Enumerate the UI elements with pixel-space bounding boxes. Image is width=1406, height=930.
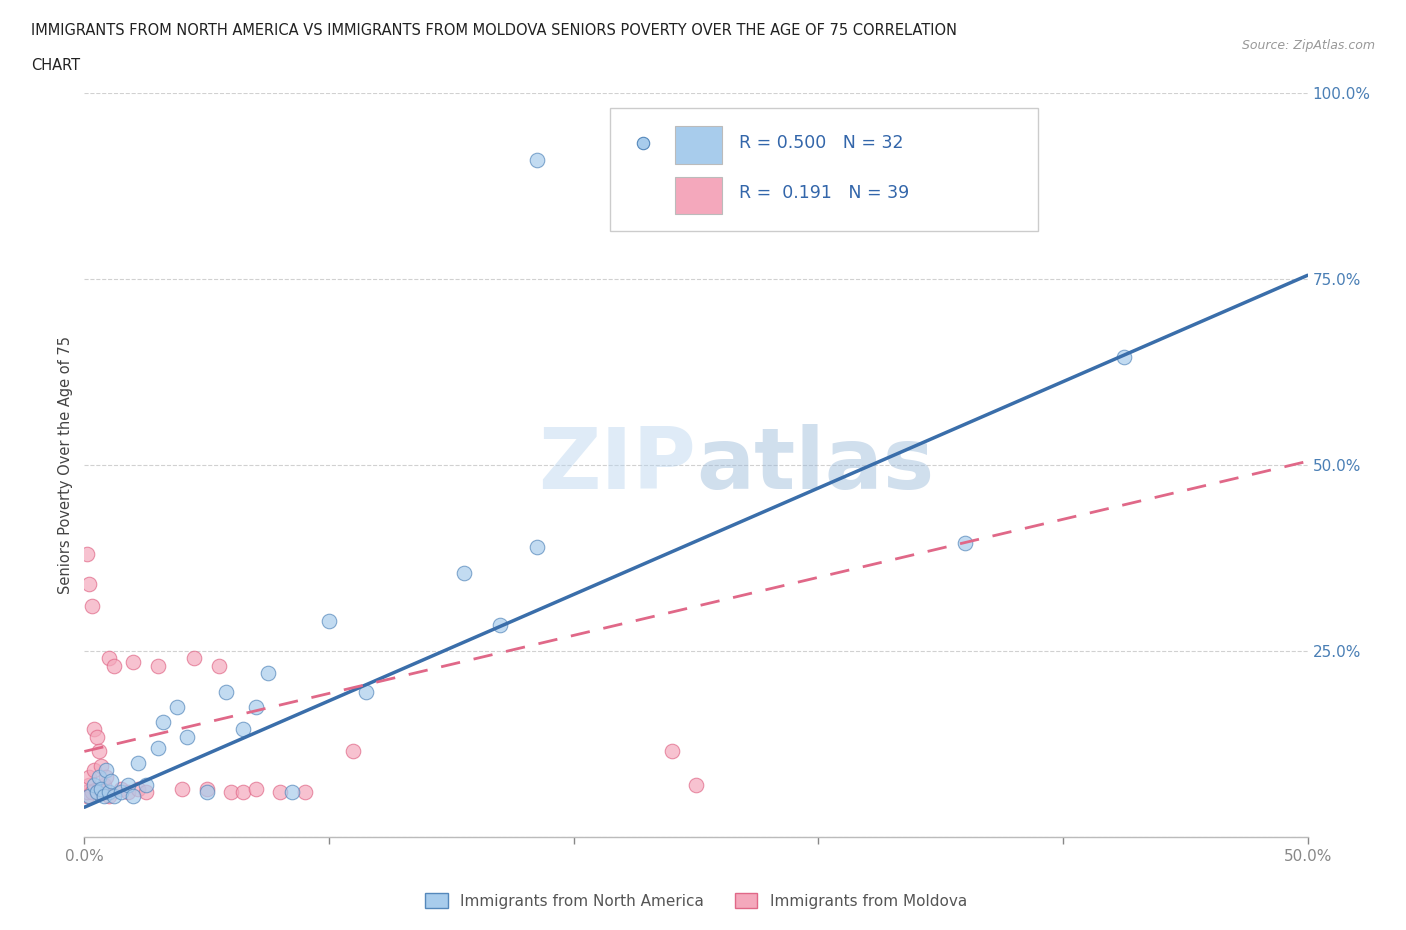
Point [122, 655, 145, 670]
Point [281, 785, 304, 800]
Point [97, 785, 120, 800]
Point [83, 763, 105, 777]
Point [269, 785, 291, 800]
Text: Source: ZipAtlas.com: Source: ZipAtlas.com [1241, 39, 1375, 52]
Text: ZIP: ZIP [538, 423, 696, 507]
Point [318, 614, 340, 629]
Point [103, 658, 125, 673]
Point [110, 785, 132, 800]
Point [117, 785, 139, 800]
Point [245, 699, 267, 714]
Point [1114, 350, 1136, 365]
Point [146, 658, 169, 673]
Legend: Immigrants from North America, Immigrants from Moldova: Immigrants from North America, Immigrant… [419, 886, 973, 915]
Point [86, 729, 108, 744]
Point [110, 781, 132, 796]
Point [122, 789, 145, 804]
Point [232, 722, 254, 737]
Text: atlas: atlas [696, 423, 934, 507]
Point [526, 153, 548, 167]
Point [87, 744, 110, 759]
Point [135, 777, 157, 792]
Text: IMMIGRANTS FROM NORTH AMERICA VS IMMIGRANTS FROM MOLDOVA SENIORS POVERTY OVER TH: IMMIGRANTS FROM NORTH AMERICA VS IMMIGRA… [31, 23, 957, 38]
Point [953, 536, 976, 551]
Point [453, 565, 475, 580]
FancyBboxPatch shape [610, 108, 1039, 231]
Point [219, 785, 242, 800]
Point [76, 547, 98, 562]
Point [232, 785, 254, 800]
Point [245, 781, 267, 796]
Point [100, 774, 122, 789]
Point [77, 770, 100, 785]
FancyBboxPatch shape [675, 177, 721, 214]
Point [152, 714, 174, 729]
Point [489, 618, 512, 632]
Point [90, 759, 112, 774]
Point [342, 744, 364, 759]
Point [80, 599, 103, 614]
Point [103, 789, 125, 804]
Point [77, 577, 100, 591]
Y-axis label: Seniors Poverty Over the Age of 75: Seniors Poverty Over the Age of 75 [58, 336, 73, 594]
Point [195, 781, 218, 796]
Point [257, 666, 280, 681]
Text: R =  0.191   N = 39: R = 0.191 N = 39 [738, 184, 910, 203]
Point [96, 770, 118, 785]
Point [86, 785, 108, 800]
Point [90, 781, 112, 796]
Point [83, 722, 105, 737]
Point [77, 777, 100, 792]
Point [195, 785, 218, 800]
Point [76, 785, 98, 800]
Point [93, 777, 115, 792]
Point [80, 785, 103, 800]
Text: CHART: CHART [31, 58, 80, 73]
Point [294, 785, 316, 800]
Point [146, 740, 169, 755]
Point [1191, 136, 1213, 151]
Text: R = 0.500   N = 32: R = 0.500 N = 32 [738, 134, 903, 152]
Point [97, 789, 120, 804]
Point [87, 781, 110, 796]
Point [354, 684, 377, 699]
Point [83, 777, 105, 792]
Point [176, 729, 198, 744]
FancyBboxPatch shape [675, 126, 721, 164]
Point [135, 785, 157, 800]
Point [76, 789, 98, 804]
Point [97, 651, 120, 666]
Point [93, 789, 115, 804]
Point [117, 777, 139, 792]
Point [86, 785, 108, 800]
Point [215, 684, 238, 699]
Point [77, 789, 100, 804]
Point [166, 699, 188, 714]
Point [172, 781, 194, 796]
Point [96, 763, 118, 777]
Point [685, 777, 707, 792]
Point [87, 770, 110, 785]
Point [127, 781, 149, 796]
Point [127, 755, 149, 770]
Point [90, 781, 112, 796]
Point [526, 539, 548, 554]
Point [208, 658, 231, 673]
Point [661, 744, 683, 759]
Point [183, 651, 205, 666]
